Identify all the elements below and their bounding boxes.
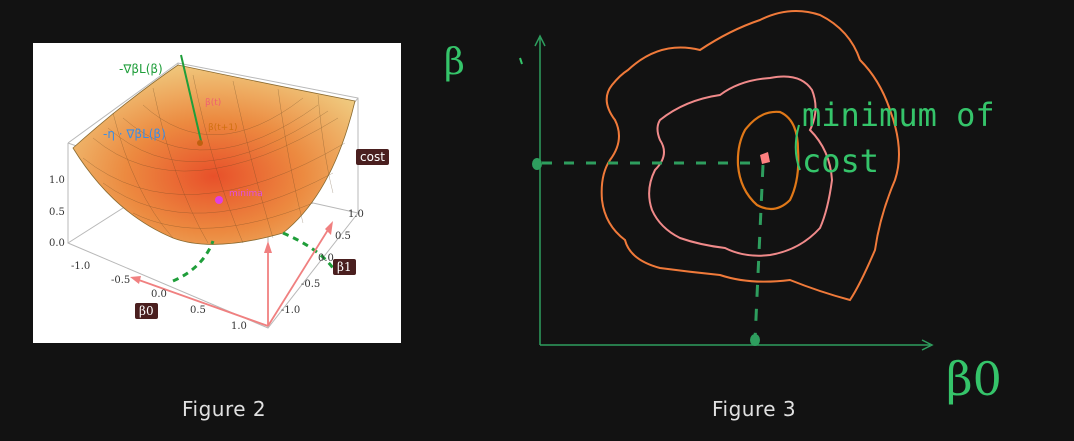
beta0-tick-1: -0.5 (111, 275, 131, 286)
cost-surface-plot: minima -∇βL(β) -η · ∇βL(β) β(t) β(t+1) (67, 54, 359, 329)
beta0-tick-4: 1.0 (231, 321, 247, 332)
minima-label: minima (229, 189, 263, 199)
beta1-tick-1: 0.5 (335, 231, 351, 242)
inner-contour (736, 110, 800, 211)
cost-tag: cost (356, 149, 389, 165)
z-tick-1: 0.5 (49, 207, 65, 218)
beta-t1-label: β(t+1) (208, 123, 238, 133)
beta1-tick-0: 1.0 (348, 209, 364, 220)
projection-dashed-right (282, 231, 335, 269)
y-axis-label: β (444, 42, 465, 83)
minimum-annotation: minimum of cost (802, 92, 995, 184)
figure-3-caption: Figure 3 (712, 397, 797, 421)
beta0-tag: β0 (135, 303, 158, 319)
beta1-tag: β1 (333, 259, 356, 275)
cost-surface (72, 64, 356, 245)
step-label: -η · ∇βL(β) (103, 127, 166, 141)
z-tick-2: 0.0 (49, 238, 65, 249)
neg-gradient-label: -∇βL(β) (119, 62, 163, 76)
minimum-annotation-line2: cost (802, 142, 880, 180)
figure-2-caption: Figure 2 (182, 397, 267, 421)
projection-dashed-left (172, 240, 215, 283)
beta-t1-point (197, 140, 203, 146)
beta1-marker (532, 158, 542, 170)
beta1-label-tick (519, 57, 523, 65)
minimum-annotation-line1: minimum of (802, 96, 995, 134)
beta0-tick-2: 0.0 (151, 289, 167, 300)
minima-point (215, 196, 223, 204)
beta0-tick-0: -1.0 (71, 261, 91, 272)
x-axis-label: β0 (946, 352, 1002, 406)
beta0-marker (750, 334, 760, 346)
figure-2-panel: minima -∇βL(β) -η · ∇βL(β) β(t) β(t+1) 1… (33, 43, 401, 343)
cost-axis-arrow (135, 278, 269, 327)
beta1-tick-3: -0.5 (301, 279, 321, 290)
beta1-tick-2: 0.0 (318, 253, 334, 264)
dashed-vertical (753, 164, 765, 341)
beta-t-label: β(t) (205, 98, 221, 108)
beta1-tick-4: -1.0 (281, 305, 301, 316)
neg-gradient-arrow (180, 54, 202, 142)
annotation-pointer (794, 124, 801, 171)
z-tick-0: 1.0 (49, 175, 65, 186)
beta0-tick-3: 0.5 (190, 305, 206, 316)
surface-mesh (82, 74, 346, 244)
minimum-point (760, 152, 770, 164)
beta1-axis-arrow (267, 224, 332, 327)
